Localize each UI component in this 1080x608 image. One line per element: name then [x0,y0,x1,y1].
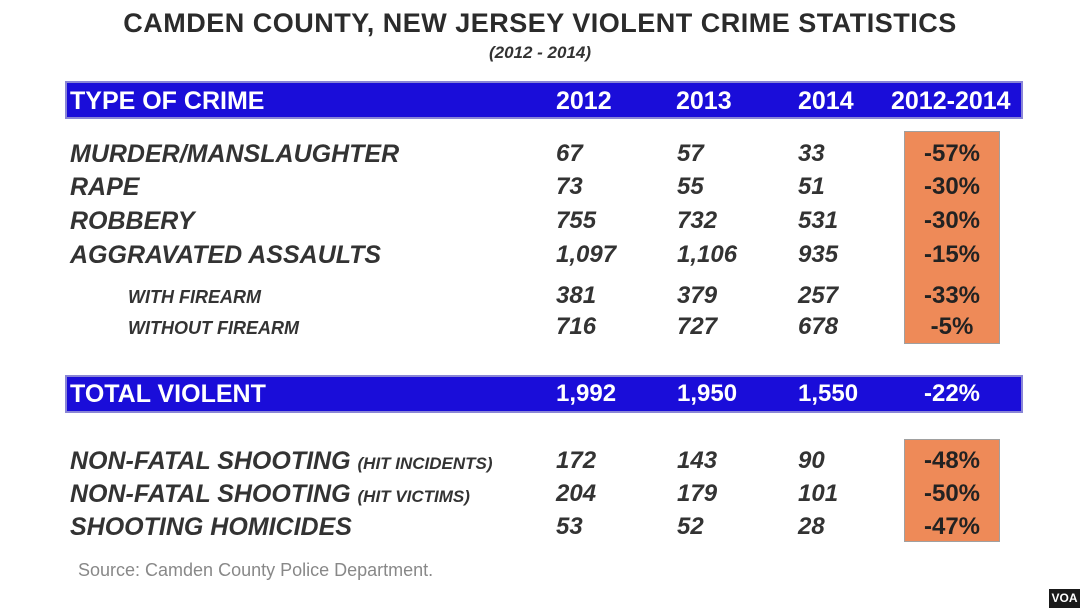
value-change: -5% [930,313,974,340]
row-label: MURDER/MANSLAUGHTER [70,140,400,168]
value-2013: 143 [677,447,718,474]
table-row: AGGRAVATED ASSAULTS 1,097 1,106 935 -15% [0,241,1080,275]
value-2014: 101 [798,480,839,507]
row-label: WITH FIREARM [128,287,261,307]
table-row: RAPE 73 55 51 -30% [0,173,1080,207]
value-2013: 732 [677,207,718,234]
value-2014: 935 [798,241,839,268]
row-label: ROBBERY [70,207,195,235]
value-2012: 172 [556,447,597,474]
value-2012: 67 [556,140,583,167]
value-change: -33% [923,282,981,309]
voa-logo: VOA [1049,589,1080,608]
change-highlight-block [904,131,1000,344]
chart-title: CAMDEN COUNTY, NEW JERSEY VIOLENT CRIME … [123,8,957,38]
value-change: -47% [923,513,981,540]
row-label: NON-FATAL SHOOTING (HIT VICTIMS) [70,480,470,508]
row-label: AGGRAVATED ASSAULTS [70,241,382,269]
table-row: MURDER/MANSLAUGHTER 67 57 33 -57% [0,140,1080,174]
source-note: Source: Camden County Police Department. [78,560,434,580]
header-bar: TYPE OF CRIME 2012 2013 2014 2012-2014 [65,81,1023,119]
value-2013: 57 [677,140,704,167]
value-2014: 678 [798,313,839,340]
value-2013: 379 [677,282,718,309]
value-change: -48% [923,447,981,474]
value-2014: 1,550 [798,380,859,407]
col-header-2014: 2014 [798,87,854,115]
row-label: NON-FATAL SHOOTING (HIT INCIDENTS) [70,447,493,475]
value-2014: 33 [798,140,825,167]
row-note: (HIT INCIDENTS) [357,454,493,473]
total-bar [65,375,1023,413]
table-row: WITH FIREARM 381 379 257 -33% [0,282,1080,316]
total-row: TOTAL VIOLENT 1,992 1,950 1,550 -22% [0,380,1080,414]
value-2012: 1,992 [556,380,617,407]
value-2012: 204 [556,480,597,507]
row-note: (HIT VICTIMS) [357,487,470,506]
shooting-change-highlight-block [904,439,1000,542]
col-header-change: 2012-2014 [891,87,1011,115]
col-header-type: TYPE OF CRIME [70,87,265,115]
table-row: NON-FATAL SHOOTING (HIT INCIDENTS) 172 1… [0,447,1080,481]
table-row: NON-FATAL SHOOTING (HIT VICTIMS) 204 179… [0,480,1080,514]
value-2012: 1,097 [556,241,617,268]
value-2013: 179 [677,480,718,507]
col-header-2012: 2012 [556,87,612,115]
table-row: WITHOUT FIREARM 716 727 678 -5% [0,313,1080,347]
value-2012: 53 [556,513,583,540]
value-2013: 727 [677,313,718,340]
value-2012: 73 [556,173,583,200]
row-label: SHOOTING HOMICIDES [70,513,352,541]
value-2014: 51 [798,173,825,200]
value-change: -30% [923,207,981,234]
row-label: RAPE [70,173,140,201]
table-row: ROBBERY 755 732 531 -30% [0,207,1080,241]
value-2012: 381 [556,282,597,309]
value-2014: 257 [798,282,839,309]
row-label: TOTAL VIOLENT [70,380,266,408]
value-2012: 755 [556,207,597,234]
value-2014: 531 [798,207,839,234]
value-2012: 716 [556,313,597,340]
value-2014: 28 [798,513,825,540]
row-label: WITHOUT FIREARM [128,318,299,338]
value-2013: 1,106 [677,241,738,268]
value-change: -50% [923,480,981,507]
chart-subtitle: (2012 - 2014) [488,43,592,62]
value-change: -15% [923,241,981,268]
value-2013: 1,950 [677,380,738,407]
value-2014: 90 [798,447,825,474]
value-change: -22% [923,380,981,407]
value-2013: 55 [677,173,704,200]
col-header-2013: 2013 [676,87,732,115]
value-change: -57% [923,140,981,167]
table-row: SHOOTING HOMICIDES 53 52 28 -47% [0,513,1080,547]
value-2013: 52 [677,513,704,540]
value-change: -30% [923,173,981,200]
